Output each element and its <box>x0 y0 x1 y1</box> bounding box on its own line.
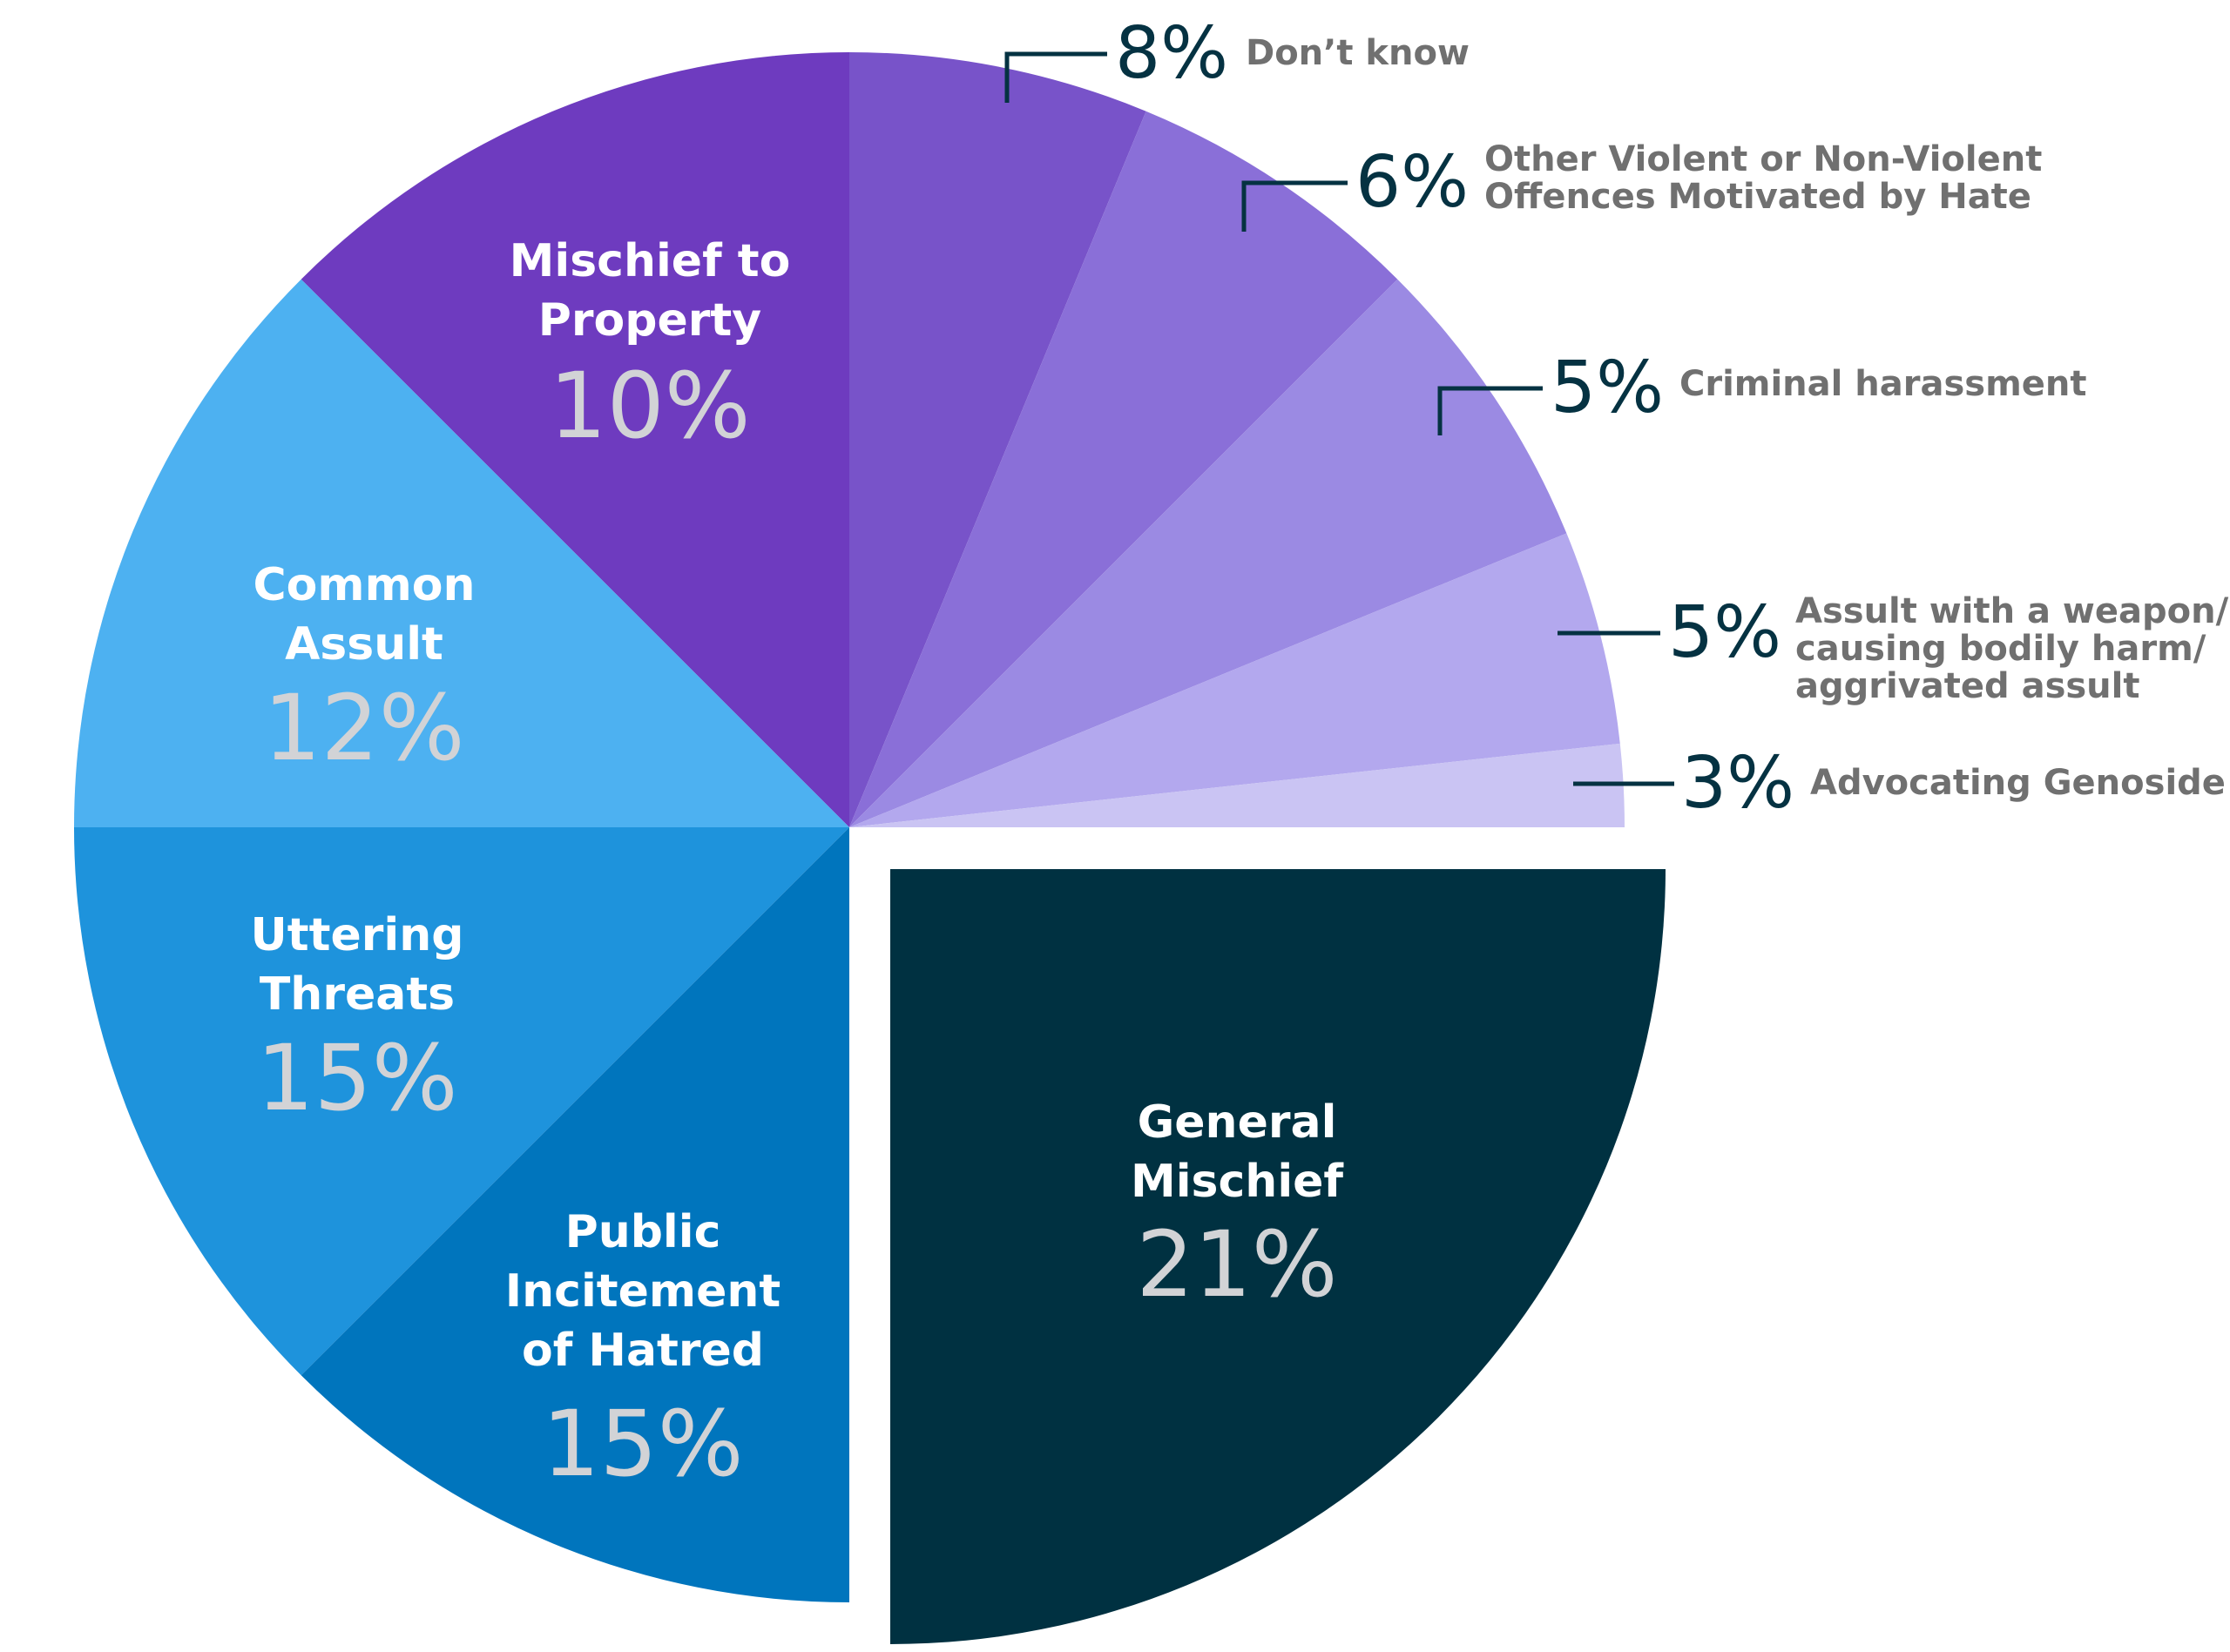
leader-line-dont-know <box>1004 51 1107 103</box>
callout-pct-criminal-harassment: 5% <box>1551 347 1665 429</box>
callout-pct-dont-know: 8% <box>1115 12 1229 95</box>
callout-label-criminal-harassment: Criminal harassment <box>1679 364 2087 404</box>
label-line: of Hatred <box>521 1325 765 1377</box>
pct-public-incitement: 15% <box>542 1391 744 1497</box>
pct-uttering-threats: 15% <box>256 1025 458 1131</box>
callout-label-advocating-genoside: Advocating Genoside <box>1810 763 2226 803</box>
label-line: Public <box>564 1206 721 1258</box>
slice-public-incitement[interactable] <box>301 827 849 1602</box>
label-common-assult: Common Assult <box>253 556 476 674</box>
label-line: Assult <box>285 618 443 671</box>
slice-assult-weapon[interactable] <box>849 533 1620 827</box>
slice-uttering-threats[interactable] <box>74 827 849 1376</box>
label-uttering-threats: Uttering Threats <box>251 906 464 1024</box>
pct-general-mischief: 21% <box>1136 1211 1338 1318</box>
pct-common-assult: 12% <box>263 675 465 781</box>
label-public-incitement: Public Incitement of Hatred <box>505 1203 780 1380</box>
callout-pct-other-offences: 6% <box>1355 141 1470 224</box>
label-line: Threats <box>259 968 456 1021</box>
callout-label-assult-weapon: Assult with a weapon/ causing bodily har… <box>1795 591 2229 706</box>
slice-dont-know[interactable] <box>849 51 1146 827</box>
slice-criminal-harassment[interactable] <box>849 279 1567 827</box>
label-line: Common <box>253 559 476 611</box>
label-mischief-to-property: Mischief to Property <box>510 232 791 350</box>
label-general-mischief: General Mischief <box>1131 1093 1343 1211</box>
callout-label-other-offences: Other Violent or Non-Violent Offences Mo… <box>1484 139 2043 217</box>
leader-line-other-offences <box>1241 180 1348 232</box>
slice-other-offences[interactable] <box>849 111 1398 827</box>
slice-advocating-genoside[interactable] <box>849 743 1625 827</box>
callout-label-dont-know: Don’t know <box>1246 33 1470 73</box>
label-line: General <box>1137 1096 1337 1149</box>
slice-mischief-to-property[interactable] <box>301 52 849 827</box>
callout-pct-advocating-genoside: 3% <box>1681 742 1795 825</box>
label-line: Mischief <box>1130 1156 1344 1208</box>
callout-pct-assult-weapon: 5% <box>1668 591 1782 674</box>
label-line: Property <box>537 294 762 347</box>
leader-line-criminal-harassment <box>1437 386 1543 435</box>
slice-common-assult[interactable] <box>74 279 849 827</box>
label-line: Mischief to <box>509 235 791 287</box>
label-line: Incitement <box>504 1265 781 1318</box>
label-line: Uttering <box>250 909 464 961</box>
pct-mischief-to-property: 10% <box>549 353 751 459</box>
slice-general-mischief[interactable] <box>890 869 1666 1644</box>
